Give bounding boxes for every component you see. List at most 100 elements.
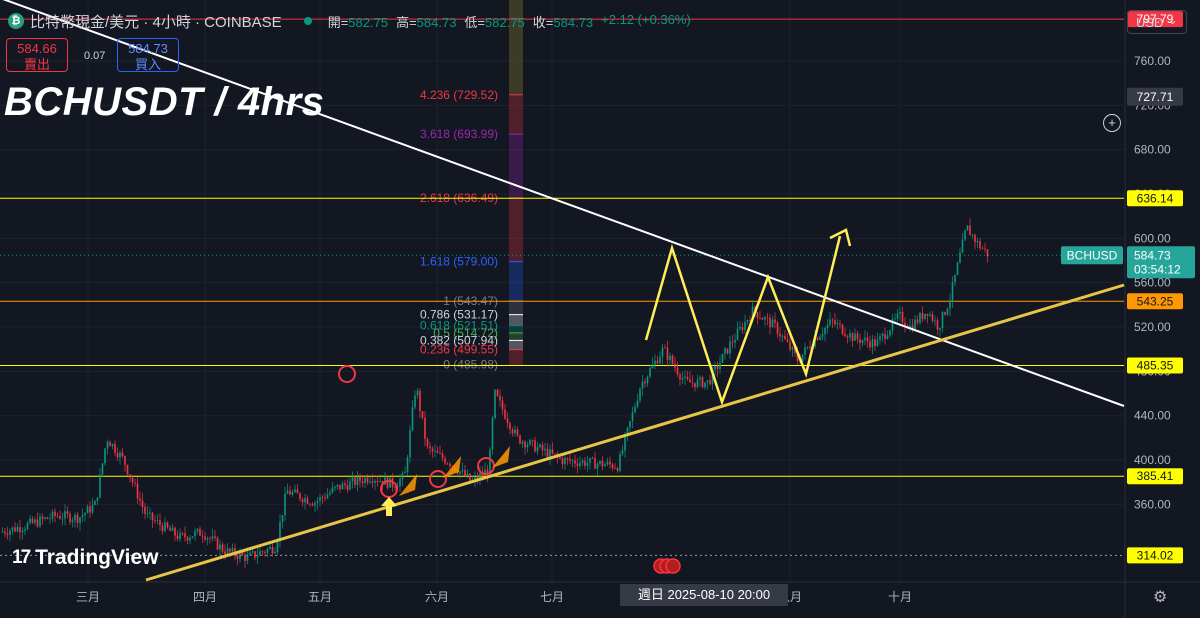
sell-button[interactable]: 584.66 賣出 [6,38,68,72]
candle-body [211,536,214,539]
candle-body [249,552,251,555]
candle-body [561,458,564,465]
candle-body [286,490,289,494]
y-tick-label: 520.00 [1134,320,1171,334]
symbol-title[interactable]: 比特幣現金/美元 · 4小時 · COINBASE [30,13,282,31]
candle-body [636,400,639,407]
candle-body [424,417,426,439]
candle-body [264,552,266,553]
y-tick-label: 680.00 [1134,143,1171,157]
candle-body [781,335,784,337]
candle-body [699,377,701,380]
candle-body [184,533,186,538]
open-label: 開= [327,14,349,30]
candle-body [934,320,936,322]
candle-body [639,388,641,401]
open-value: 582.75 [348,14,389,30]
candle-body [319,496,321,501]
candle-body [139,498,141,501]
candle-body [841,324,844,335]
candle-body [736,328,739,340]
candle-body [266,548,269,553]
candle-body [371,481,374,483]
level-price-label: 314.02 [1137,548,1174,562]
candle-body [496,389,499,397]
candle-body [121,452,124,457]
candle-body [269,546,271,549]
support-trendline [145,283,1125,582]
candle-body [519,435,521,444]
candle-body [576,463,579,467]
x-tick-label: 七月 [540,590,564,604]
candle-body [584,460,586,466]
bitcoin-cash-icon: ₿ [8,13,24,29]
candle-body [39,516,41,527]
candle-body [406,457,409,472]
candle-body [274,552,276,554]
candle-body [959,252,961,263]
fib-band-zone [509,349,523,365]
candle-body [206,538,209,540]
fib-label: 0 (485.98) [443,358,498,372]
candle-body [186,537,189,541]
candle-body [804,347,806,355]
candle-body [61,518,64,520]
ohlc-values: 開=582.75 高=584.73 低=582.75 收=584.73 +2.1… [328,12,691,31]
candle-body [459,471,461,474]
candle-body [609,461,611,465]
candle-body [179,533,181,540]
candle-body [194,531,196,537]
candle-body [394,487,396,488]
market-open-indicator [303,17,312,25]
candle-body [671,355,674,364]
candle-body [526,444,529,448]
candle-body [324,497,326,499]
candle-body [114,444,116,454]
candle-body [351,477,354,482]
add-alert-plus-icon[interactable]: + [1103,114,1121,132]
candle-body [834,320,836,325]
currency-select[interactable]: USD [1127,8,1187,34]
candle-body [836,323,839,325]
candle-body [281,515,284,522]
candle-body [641,381,644,389]
candle-body [626,427,629,436]
candle-body [414,395,416,408]
candle-body [329,492,331,495]
candle-body [559,456,561,459]
candle-body [759,318,761,319]
candle-body [741,327,744,330]
fib-label: 0.236 (499.55) [420,343,498,357]
candle-body [309,503,311,505]
candle-body [524,441,526,448]
candle-body [86,506,89,514]
candle-body [74,514,76,521]
candle-body [229,548,231,552]
candle-body [259,551,261,556]
fib-label: 0.5 (514.72) [433,326,498,340]
candle-body [164,522,166,532]
candle-body [149,512,151,514]
candle-body [664,347,666,349]
candle-body [929,314,931,316]
candle-body [59,516,61,519]
candle-body [684,376,686,379]
candle-body [104,448,106,464]
candle-body [129,474,131,478]
candle-body [964,230,966,240]
candle-body [331,487,334,493]
candle-body [784,335,786,340]
candle-body [66,511,69,514]
buy-label: 買入 [134,57,161,72]
buy-button[interactable]: 584.73 買入 [117,38,179,72]
candle-body [614,467,616,469]
economic-event-icon [665,558,681,574]
candle-body [624,435,626,451]
candle-body [654,360,656,365]
candle-body [106,441,109,449]
symbol-header[interactable]: ₿ 比特幣現金/美元 · 4小時 · COINBASE 開=582.75 高=5… [8,10,691,32]
gear-icon[interactable]: ⚙ [1153,589,1168,606]
sell-price: 584.66 [17,41,57,56]
candle-body [196,528,199,532]
